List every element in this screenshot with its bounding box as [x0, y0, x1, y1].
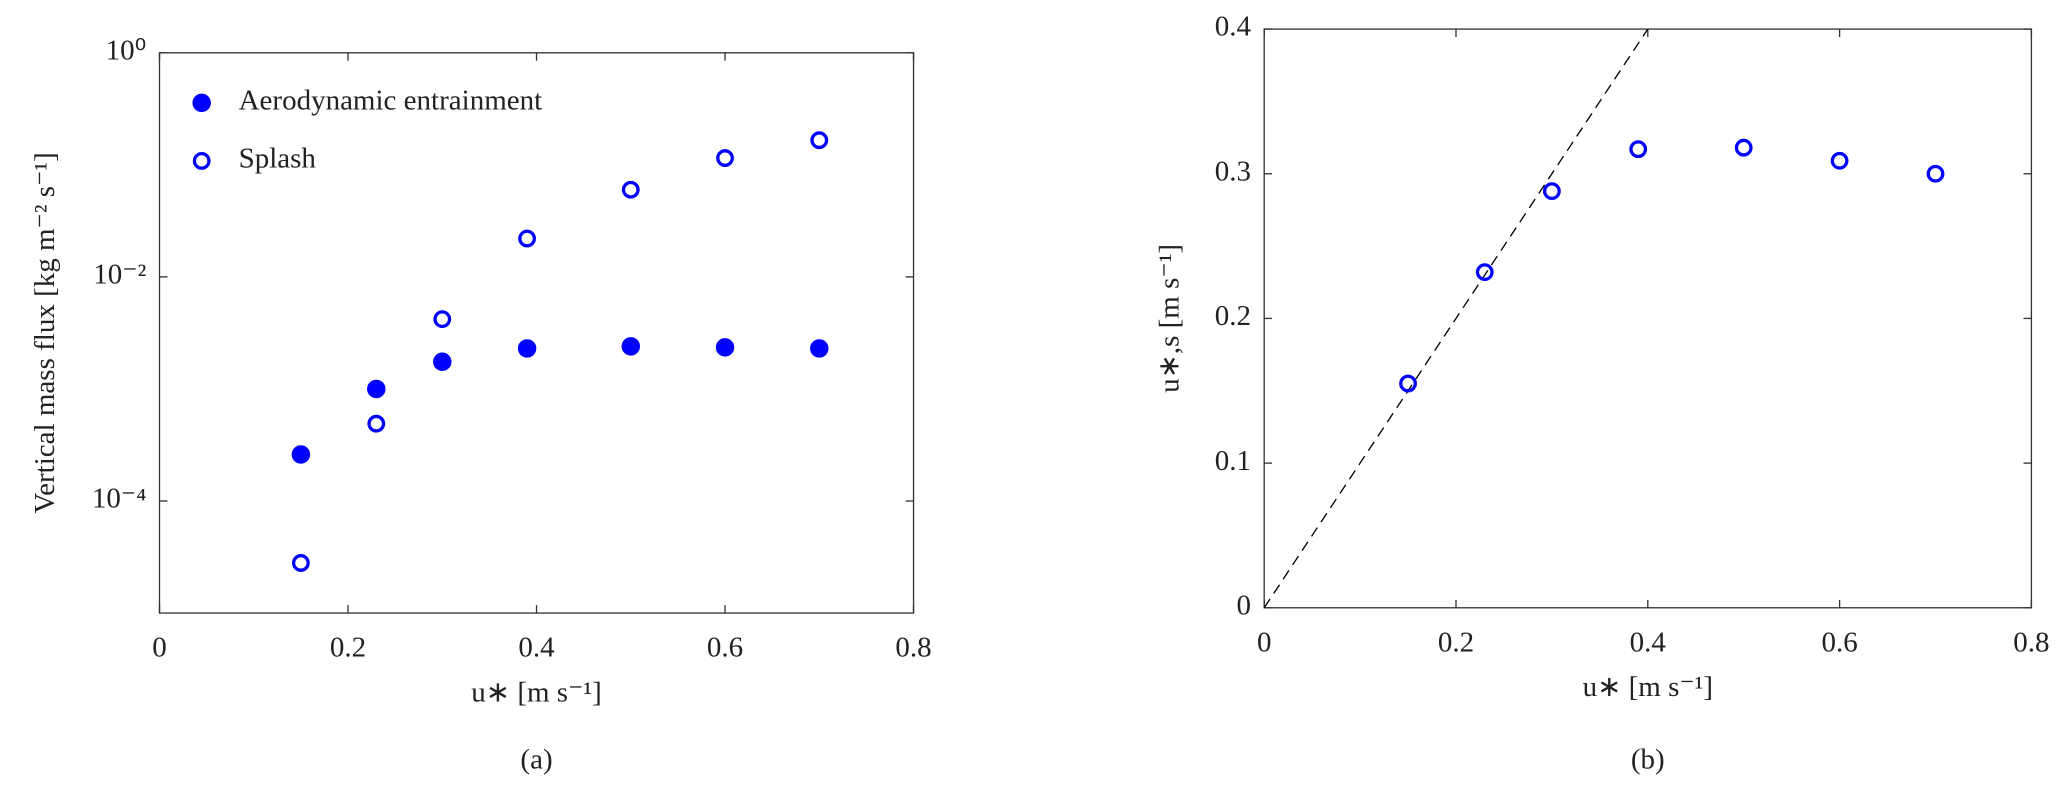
- data-point: [1475, 263, 1494, 282]
- x-tick-label: 0.4: [1630, 626, 1667, 658]
- y-tick-label: 10⁻²: [93, 259, 146, 291]
- x-tick-label: 0.2: [1438, 626, 1474, 658]
- x-tick-label: 0.2: [330, 632, 366, 664]
- data-point: [367, 414, 386, 433]
- y-tick-label: 0.1: [1215, 445, 1251, 477]
- data-point: [1926, 164, 1945, 183]
- x-tick-label: 0.6: [707, 632, 743, 664]
- data-point: [433, 352, 452, 371]
- data-point: [1830, 151, 1849, 170]
- data-point: [1629, 140, 1648, 159]
- data-point: [810, 131, 829, 150]
- plot-frame: [1263, 28, 2033, 609]
- caption: (a): [520, 744, 552, 776]
- x-tick-label: 0.6: [1821, 626, 1857, 658]
- data-point: [810, 339, 829, 358]
- data-point: [621, 337, 641, 356]
- data-point: [1734, 138, 1753, 157]
- data-point: [518, 229, 536, 248]
- y-axis-label: Vertical mass flux [kg m⁻² s⁻¹]: [29, 152, 61, 513]
- reference-line: [1263, 28, 1649, 609]
- caption: (b): [1631, 744, 1665, 776]
- y-tick-label: 0: [1237, 589, 1252, 621]
- data-point: [1542, 182, 1561, 201]
- data-point: [291, 554, 310, 572]
- plot-frame: [158, 52, 915, 614]
- data-point: [367, 379, 386, 399]
- x-tick-label: 0.8: [895, 632, 931, 664]
- legend-label: Splash: [239, 143, 317, 175]
- y-axis-label: u∗,s [m s⁻¹]: [1154, 244, 1186, 393]
- legend-marker: [192, 93, 211, 113]
- data-point: [517, 339, 537, 358]
- data-point: [716, 149, 734, 167]
- y-tick-label: 0.4: [1215, 11, 1252, 43]
- y-tick-label: 0.3: [1215, 155, 1251, 187]
- data-point: [621, 180, 640, 199]
- data-point: [433, 310, 452, 329]
- data-point: [291, 445, 311, 464]
- legend-label: Aerodynamic entrainment: [239, 85, 543, 117]
- x-axis-label: u∗ [m s⁻¹]: [1583, 671, 1713, 703]
- x-tick-label: 0: [152, 632, 167, 664]
- data-point: [1399, 374, 1417, 393]
- x-axis-label: u∗ [m s⁻¹]: [471, 676, 601, 708]
- x-tick-label: 0: [1257, 626, 1272, 658]
- y-tick-label: 0.2: [1215, 300, 1251, 332]
- data-point: [715, 338, 735, 357]
- y-tick-label: 10⁰: [106, 34, 147, 66]
- x-tick-label: 0.4: [518, 632, 555, 664]
- y-tick-label: 10⁻⁴: [92, 483, 146, 515]
- legend-marker: [192, 152, 211, 170]
- x-tick-label: 0.8: [2013, 626, 2049, 658]
